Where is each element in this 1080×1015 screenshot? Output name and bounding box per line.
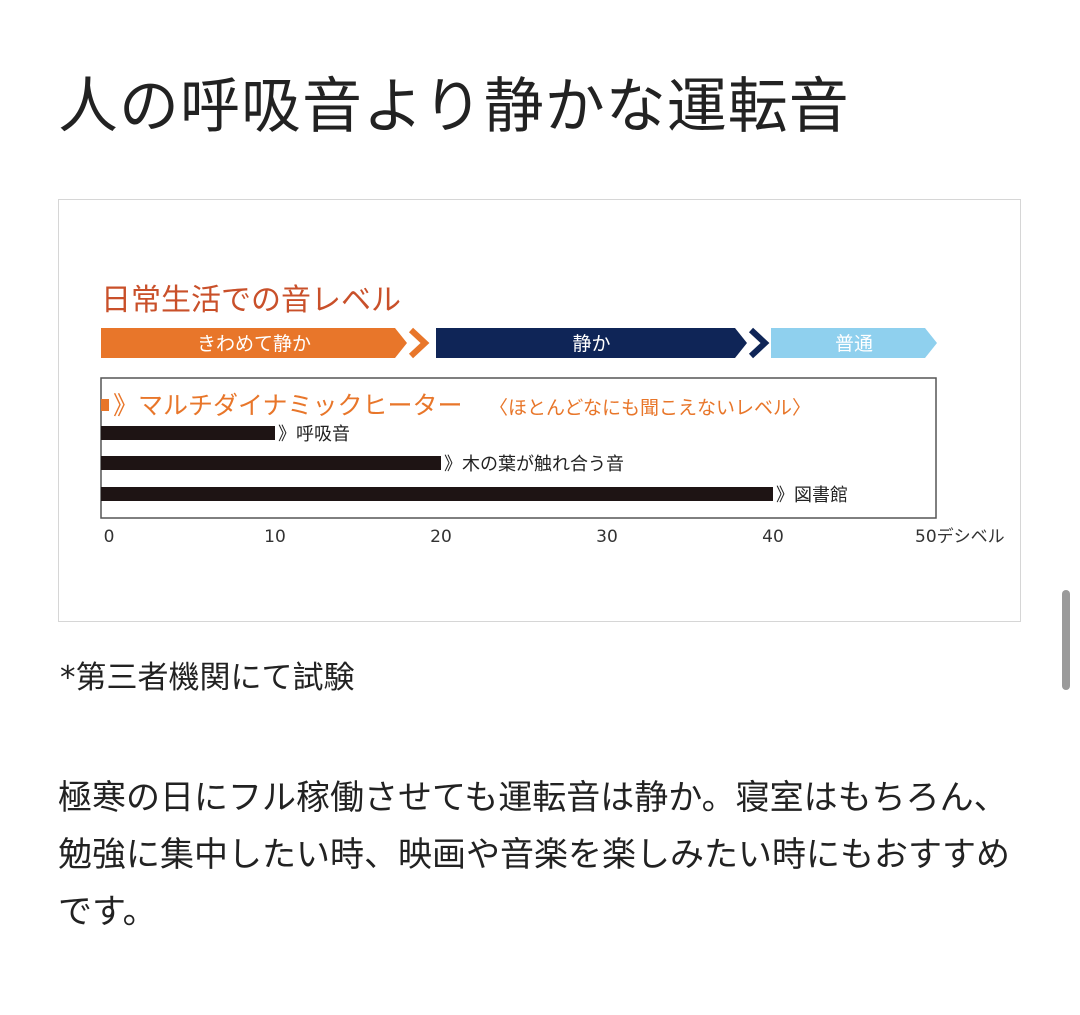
x-tick-label: 30 <box>596 527 618 547</box>
bar-label: 》木の葉が触れ合う音 <box>444 454 624 475</box>
band-arrow <box>771 328 937 358</box>
chart-title: 日常生活での音レベル <box>101 283 401 318</box>
page-title: 人の呼吸音より静かな運転音 <box>58 72 850 142</box>
x-tick-label: 10 <box>264 527 286 547</box>
band-arrow <box>101 328 407 358</box>
highlight-label: 》マルチダイナミックヒーター <box>113 391 463 420</box>
band-label: 普通 <box>835 333 873 355</box>
bar <box>101 426 275 440</box>
scrollbar[interactable] <box>1062 590 1070 690</box>
description-text: 極寒の日にフル稼働させても運転音は静か。寝室はもちろん、勉強に集中したい時、映画… <box>58 778 1010 932</box>
x-tick-label: 50デシベル <box>915 526 1005 547</box>
x-tick-label: 20 <box>430 527 452 547</box>
plot-frame <box>100 377 937 519</box>
highlight-note: 〈ほとんどなにも聞こえないレベル〉 <box>489 397 811 419</box>
x-tick-label: 40 <box>762 527 784 547</box>
band-label: 静か <box>572 333 610 355</box>
bar <box>101 456 441 470</box>
band-arrow <box>436 328 747 358</box>
highlight-marker <box>101 399 109 411</box>
chevron-icon <box>408 327 430 359</box>
bar-label: 》呼吸音 <box>278 424 350 445</box>
bar <box>101 487 773 501</box>
band-label: きわめて静か <box>197 333 311 355</box>
x-tick-label: 0 <box>104 527 115 547</box>
chart-figure: 日常生活での音レベルきわめて静か 静か 普通》マルチダイナミックヒーター 〈ほとんどな… <box>58 199 1021 622</box>
bar-label: 》図書館 <box>776 485 848 506</box>
chevron-icon <box>748 327 770 359</box>
test-note: *第三者機関にて試験 <box>60 660 355 696</box>
